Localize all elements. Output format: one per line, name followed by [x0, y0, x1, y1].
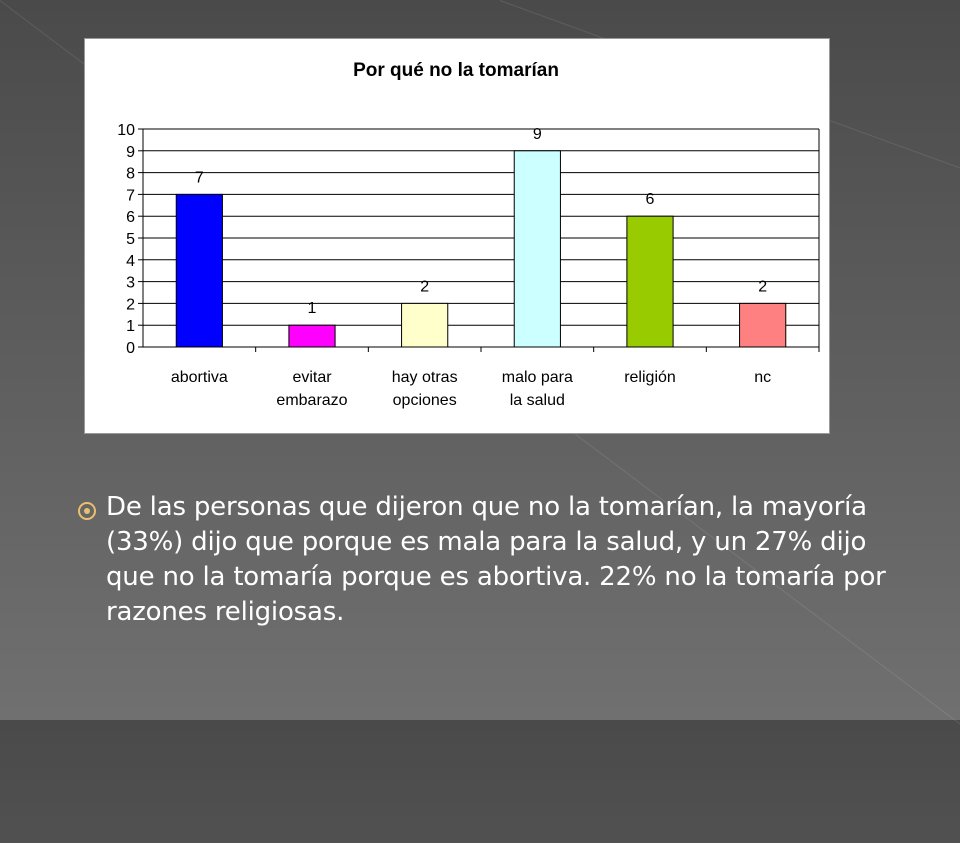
bullet-icon — [78, 502, 96, 520]
x-tick-label: evitar — [292, 369, 332, 386]
data-label: 2 — [420, 278, 429, 295]
bar — [288, 324, 336, 348]
y-tick-label: 0 — [126, 340, 135, 357]
x-tick-label: embarazo — [276, 392, 347, 409]
x-tick-label: nc — [754, 369, 771, 386]
bullet-text: De las personas que dijeron que no la to… — [106, 492, 886, 627]
data-label: 6 — [646, 191, 655, 208]
x-tick-label: la salud — [510, 392, 565, 409]
data-label: 7 — [195, 169, 204, 186]
bar — [626, 215, 674, 348]
y-tick-label: 7 — [126, 187, 135, 204]
x-tick-label: malo para — [502, 369, 573, 386]
bar — [513, 150, 561, 348]
bar — [175, 193, 223, 348]
bar-chart: Por qué no la tomarían 0 1 2 3 4 5 6 7 8 9 10 7 abort… — [117, 60, 820, 409]
chart-container: Por qué no la tomarían 0 1 2 3 4 5 6 7 8 9 10 7 abort… — [84, 38, 830, 434]
y-tick-label: 5 — [126, 231, 135, 248]
y-tick-label: 2 — [126, 296, 135, 313]
y-tick-label: 4 — [126, 253, 135, 270]
bullet-point: De las personas que dijeron que no la to… — [78, 490, 898, 630]
x-tick-label: abortiva — [171, 369, 228, 386]
y-tick-label: 1 — [126, 318, 135, 335]
x-tick-label: hay otras — [392, 369, 458, 386]
y-tick-label: 10 — [117, 122, 135, 139]
x-tick-label: religión — [624, 369, 676, 386]
data-label: 1 — [308, 300, 317, 317]
bar — [739, 302, 787, 348]
chart-title: Por qué no la tomarían — [353, 60, 559, 81]
y-tick-label: 3 — [126, 275, 135, 292]
data-label: 2 — [758, 278, 767, 295]
x-tick-label: opciones — [393, 392, 457, 409]
y-tick-label: 9 — [126, 144, 135, 161]
data-label: 9 — [533, 126, 542, 143]
bar — [401, 302, 449, 348]
y-tick-label: 8 — [126, 166, 135, 183]
y-tick-label: 6 — [126, 209, 135, 226]
